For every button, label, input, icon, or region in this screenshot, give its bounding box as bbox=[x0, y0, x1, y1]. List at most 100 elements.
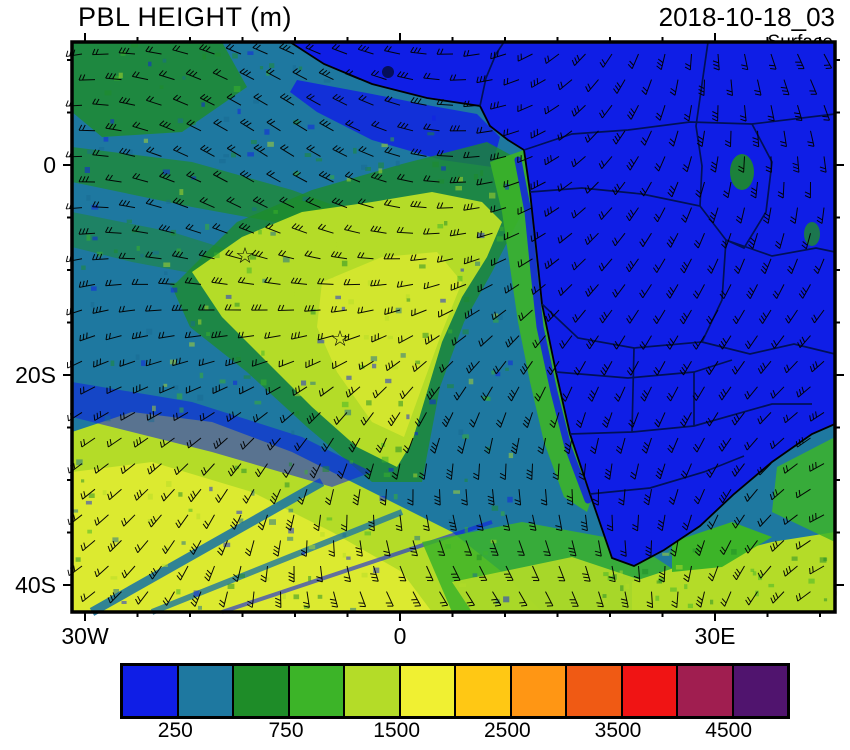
speckle bbox=[260, 379, 267, 386]
speckle bbox=[146, 328, 153, 335]
speckle bbox=[322, 466, 330, 472]
speckle bbox=[198, 319, 202, 325]
colorbar-cell bbox=[456, 666, 512, 716]
speckle bbox=[361, 164, 368, 170]
speckle bbox=[485, 396, 491, 401]
speckle bbox=[454, 220, 462, 226]
speckle bbox=[457, 275, 463, 282]
speckle bbox=[321, 447, 328, 452]
speckle bbox=[823, 598, 828, 602]
speckle bbox=[126, 219, 132, 224]
speckle bbox=[406, 298, 411, 302]
colorbar-labels: 250 750 1500 2500 3500 4500 bbox=[120, 719, 790, 745]
speckle bbox=[366, 400, 372, 406]
speckle bbox=[227, 583, 235, 589]
y-axis-label: 0 bbox=[43, 152, 56, 178]
speckle bbox=[464, 227, 470, 232]
speckle bbox=[463, 296, 470, 303]
colorbar-cell bbox=[511, 666, 567, 716]
speckle bbox=[161, 563, 168, 567]
speckle bbox=[405, 294, 410, 299]
speckle bbox=[110, 576, 118, 580]
speckle bbox=[780, 551, 786, 555]
speckle bbox=[75, 557, 81, 562]
speckle bbox=[460, 268, 464, 272]
speckle bbox=[359, 365, 365, 369]
speckle bbox=[331, 242, 337, 247]
speckle bbox=[742, 556, 750, 560]
speckle bbox=[344, 409, 352, 416]
speckle bbox=[243, 375, 251, 379]
speckle bbox=[104, 90, 112, 96]
speckle bbox=[288, 462, 292, 467]
speckle bbox=[440, 298, 446, 303]
speckle bbox=[247, 152, 254, 157]
speckle bbox=[159, 85, 164, 89]
speckle bbox=[238, 573, 245, 578]
speckle bbox=[241, 468, 247, 474]
speckle bbox=[499, 226, 504, 232]
speckle bbox=[270, 231, 276, 236]
speckle bbox=[287, 536, 294, 541]
y-axis-label: 40S bbox=[15, 572, 56, 598]
speckle bbox=[415, 360, 421, 365]
speckle bbox=[493, 317, 499, 323]
speckle bbox=[625, 583, 629, 590]
speckle bbox=[81, 265, 86, 270]
speckle bbox=[223, 116, 230, 122]
speckle bbox=[496, 236, 504, 242]
speckle bbox=[326, 517, 333, 521]
speckle bbox=[236, 357, 241, 361]
speckle bbox=[204, 305, 209, 310]
speckle bbox=[349, 460, 354, 464]
speckle bbox=[249, 241, 256, 245]
speckle bbox=[179, 407, 184, 413]
speckle bbox=[219, 379, 226, 384]
speckle bbox=[791, 556, 798, 561]
speckle bbox=[468, 378, 474, 385]
speckle bbox=[251, 140, 257, 145]
speckle bbox=[304, 153, 312, 157]
speckle bbox=[387, 335, 393, 340]
speckle bbox=[206, 332, 210, 336]
speckle bbox=[692, 548, 699, 553]
speckle bbox=[429, 399, 436, 405]
speckle bbox=[496, 314, 503, 320]
speckle bbox=[642, 568, 649, 575]
speckle bbox=[246, 267, 252, 274]
speckle bbox=[113, 589, 119, 595]
speckle bbox=[363, 335, 369, 340]
speckle bbox=[131, 44, 138, 48]
speckle bbox=[491, 505, 499, 511]
colorbar-tick-label: 250 bbox=[157, 719, 193, 742]
speckle bbox=[282, 257, 290, 263]
speckle bbox=[197, 394, 204, 401]
speckle bbox=[398, 400, 403, 407]
speckle bbox=[658, 577, 665, 582]
speckle bbox=[102, 490, 107, 496]
speckle bbox=[86, 195, 91, 201]
speckle bbox=[164, 271, 168, 275]
speckle bbox=[223, 542, 231, 548]
speckle bbox=[391, 365, 399, 370]
speckle bbox=[282, 593, 286, 600]
speckle bbox=[346, 556, 351, 560]
speckle bbox=[353, 147, 357, 154]
speckle bbox=[202, 53, 207, 60]
speckle bbox=[205, 223, 210, 230]
speckle bbox=[163, 383, 168, 387]
speckle bbox=[406, 414, 410, 420]
speckle bbox=[96, 251, 103, 257]
speckle bbox=[81, 479, 85, 483]
speckle bbox=[607, 576, 614, 581]
speckle bbox=[768, 583, 775, 588]
speckle bbox=[267, 141, 274, 147]
speckle bbox=[179, 189, 184, 195]
speckle bbox=[458, 176, 463, 182]
speckle bbox=[341, 401, 349, 408]
speckle bbox=[365, 167, 371, 171]
speckle bbox=[140, 253, 144, 258]
speckle bbox=[215, 52, 221, 57]
speckle bbox=[233, 380, 238, 385]
